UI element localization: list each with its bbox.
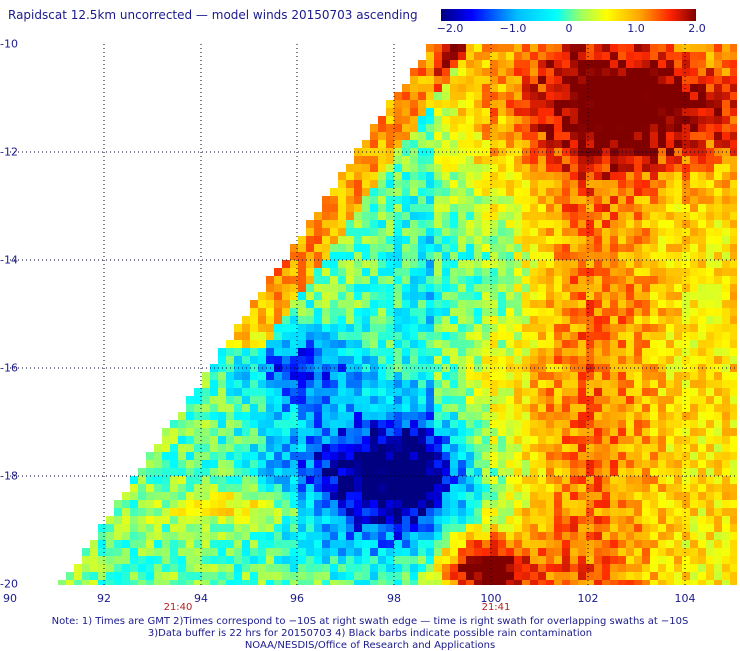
colorbar-tick: 1.0 bbox=[627, 22, 645, 35]
lon-tick-label: 104 bbox=[674, 592, 696, 605]
lon-tick-label: 100 bbox=[480, 592, 502, 605]
wind-difference-map bbox=[10, 44, 737, 585]
time-label: 21:40 bbox=[163, 602, 193, 613]
lat-tick-label: -14 bbox=[0, 253, 18, 267]
lat-tick-label: -20 bbox=[0, 577, 18, 591]
lat-tick-label: -10 bbox=[0, 37, 18, 51]
lat-tick-label: -16 bbox=[0, 361, 18, 375]
lon-tick-label: 90 bbox=[3, 592, 17, 605]
time-label: 21:41 bbox=[481, 602, 511, 613]
colorbar bbox=[441, 9, 696, 21]
footnote-line-2: 3)Data buffer is 22 hrs for 20150703 4) … bbox=[147, 628, 593, 639]
lon-tick-label: 98 bbox=[387, 592, 401, 605]
lat-tick-label: -18 bbox=[0, 469, 18, 483]
colorbar-tick: −2.0 bbox=[436, 22, 464, 35]
footnote-line-1: Note: 1) Times are GMT 2)Times correspon… bbox=[51, 616, 689, 627]
lon-tick-label: 94 bbox=[194, 592, 208, 605]
colorbar-tick: 2.0 bbox=[688, 22, 706, 35]
page-title: Rapidscat 12.5km uncorrected — model win… bbox=[8, 8, 418, 22]
colorbar-tick: −1.0 bbox=[499, 22, 527, 35]
lon-tick-label: 92 bbox=[97, 592, 111, 605]
colorbar-tick: 0 bbox=[565, 22, 573, 35]
lat-tick-label: -12 bbox=[0, 145, 18, 159]
lon-tick-label: 96 bbox=[290, 592, 304, 605]
lon-tick-label: 102 bbox=[577, 592, 599, 605]
footnote-credit: NOAA/NESDIS/Office of Research and Appli… bbox=[244, 640, 496, 651]
